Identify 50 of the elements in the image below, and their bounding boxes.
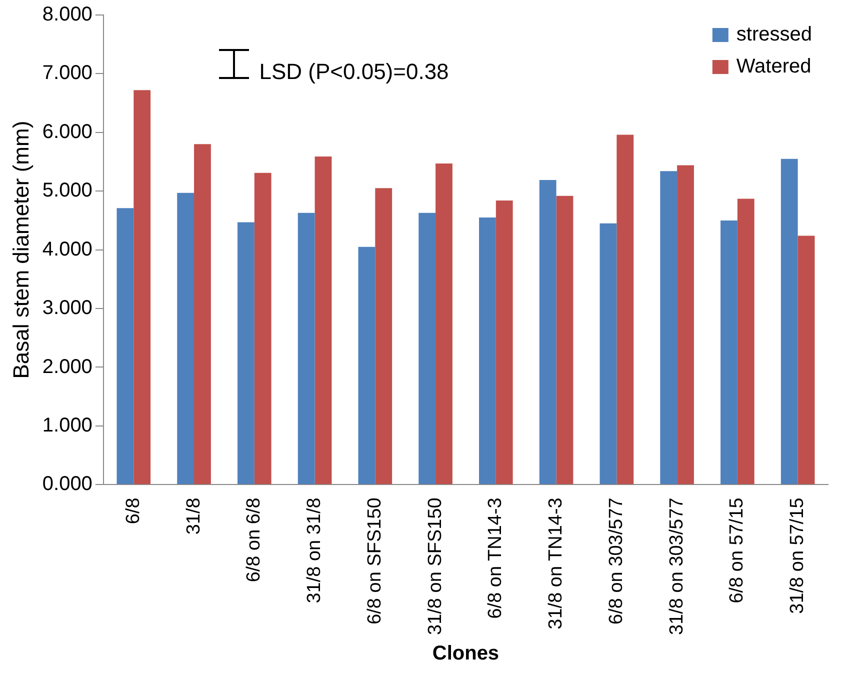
legend-label: Watered [736,56,812,78]
x-tick-label: 31/8 on 31/8 [304,498,326,604]
y-tick-label: 1.000 [42,414,92,436]
bar [660,171,678,484]
y-tick-label: 7.000 [42,62,92,84]
y-tick-label: 6.000 [42,120,92,143]
bar [677,165,694,484]
x-tick-label: 31/8 [183,498,204,535]
bar [358,246,376,484]
bar [616,134,634,484]
y-tick-label: 8.000 [42,4,92,26]
legend-label: stressed [736,24,812,46]
bar [600,223,617,484]
x-tick-label: 6/8 on 57/15 [726,498,748,604]
bar [737,198,754,484]
bar [720,220,738,484]
y-tick-label: 3.000 [42,297,92,320]
bar [237,222,254,484]
bar [194,144,211,484]
bar [134,90,151,484]
x-tick-label: 31/8 on 57/15 [787,498,808,614]
annotation: LSD (P<0.05)=0.38 [259,59,449,84]
bar [780,158,798,484]
bar [496,200,513,484]
bar [436,164,452,484]
bar [418,212,436,484]
bar [177,192,194,484]
bar [539,180,556,484]
y-tick-label: 0.000 [42,473,92,496]
bar [254,172,272,484]
y-axis-title: Basal stem diameter (mm) [8,120,34,379]
x-tick-label: 6/8 on SFS150 [364,498,386,624]
x-tick-label: 6/8 [122,498,144,524]
y-tick-label: 2.000 [42,356,92,378]
bar [314,156,332,484]
bar [375,188,392,484]
bar [479,218,496,484]
x-tick-label: 6/8 on 6/8 [244,498,265,582]
bar [116,208,134,484]
x-tick-label: 6/8 on TN14-3 [485,498,506,619]
y-tick-label: 5.000 [42,180,92,202]
bar [556,196,574,484]
x-tick-label: 31/8 on 303/577 [666,498,688,636]
x-tick-label: 6/8 on 303/577 [606,498,627,624]
bar [798,236,815,484]
y-tick-label: 4.000 [42,238,92,260]
x-tick-label: 31/8 on SFS150 [424,498,446,635]
x-tick-label: 31/8 on TN14-3 [546,498,567,630]
bar [298,212,315,484]
x-axis-title: Clones [432,642,500,665]
